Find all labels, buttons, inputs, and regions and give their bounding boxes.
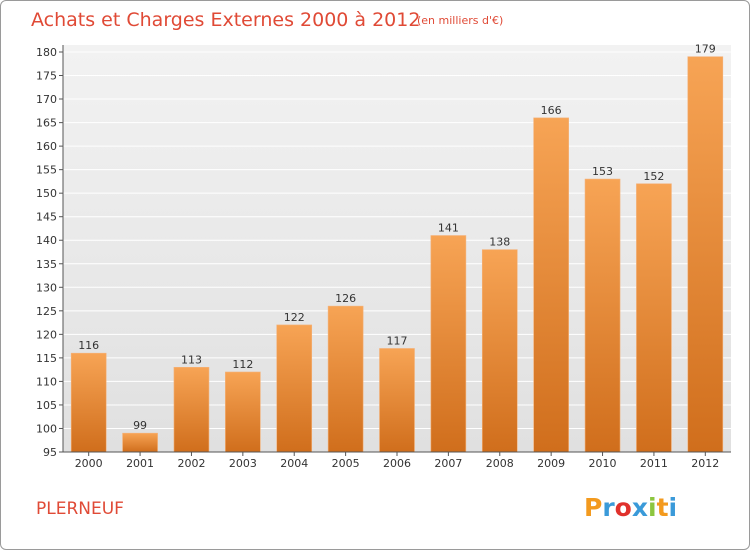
y-tick-label: 95 bbox=[43, 446, 57, 459]
bar-2012 bbox=[687, 56, 724, 453]
logo-letter: r bbox=[602, 493, 615, 522]
y-tick-label: 105 bbox=[36, 399, 57, 412]
x-tick-label: 2007 bbox=[434, 457, 462, 470]
bar-value-label: 117 bbox=[387, 334, 408, 347]
bar-value-label: 116 bbox=[78, 339, 99, 352]
place-name: PLERNEUF bbox=[36, 499, 124, 519]
x-tick-label: 2010 bbox=[589, 457, 617, 470]
bar-value-label: 153 bbox=[592, 165, 613, 178]
bar-2005 bbox=[327, 305, 364, 453]
x-tick-label: 2012 bbox=[691, 457, 719, 470]
bar-2000 bbox=[70, 352, 107, 453]
x-tick-label: 2006 bbox=[383, 457, 411, 470]
x-tick-label: 2008 bbox=[486, 457, 514, 470]
logo-letter: x bbox=[632, 493, 648, 522]
bar-2001 bbox=[122, 432, 158, 453]
bars: 116 99 113 112 122 126 117 141 138 166 153 152 179 bbox=[70, 43, 724, 453]
bar-2007 bbox=[430, 235, 467, 453]
y-tick-label: 145 bbox=[36, 211, 57, 224]
y-tick-label: 155 bbox=[36, 164, 57, 177]
bar-value-label: 112 bbox=[232, 358, 253, 371]
bar-value-label: 122 bbox=[284, 311, 305, 324]
y-tick-label: 120 bbox=[36, 328, 57, 341]
bar-2004 bbox=[276, 324, 313, 453]
x-tick-label: 2004 bbox=[280, 457, 308, 470]
y-axis-ticks: 95 100 105 110 115 120 125 130 135 140 145 150 155 16… bbox=[36, 45, 64, 459]
bar-value-label: 113 bbox=[181, 353, 202, 366]
logo-letter: o bbox=[615, 493, 632, 522]
bar-value-label: 138 bbox=[489, 236, 510, 249]
bar-value-label: 141 bbox=[438, 222, 459, 235]
y-tick-label: 115 bbox=[36, 352, 57, 365]
y-tick-label: 175 bbox=[36, 70, 57, 83]
bar-2008 bbox=[481, 249, 518, 453]
y-tick-label: 140 bbox=[36, 234, 57, 247]
logo-letter: i bbox=[648, 493, 657, 522]
x-tick-label: 2001 bbox=[126, 457, 154, 470]
bar-2002 bbox=[173, 366, 210, 453]
bar-value-label: 166 bbox=[541, 104, 562, 117]
y-tick-label: 110 bbox=[36, 375, 57, 388]
bar-value-label: 126 bbox=[335, 292, 356, 305]
y-tick-label: 125 bbox=[36, 305, 57, 318]
bar-2010 bbox=[584, 178, 621, 453]
bar-value-label: 152 bbox=[643, 170, 664, 183]
x-axis-ticks: 2000 2001 2002 2003 2004 2005 2006 2007 2008 2009… bbox=[75, 452, 719, 470]
bar-2003 bbox=[225, 371, 261, 453]
y-tick-label: 170 bbox=[36, 93, 57, 106]
chart-subtitle: (en milliers d'€) bbox=[417, 14, 503, 27]
y-tick-label: 135 bbox=[36, 258, 57, 271]
y-tick-label: 180 bbox=[36, 46, 57, 59]
chart-title: Achats et Charges Externes 2000 à 2012 bbox=[31, 9, 420, 31]
y-tick-label: 165 bbox=[36, 117, 57, 130]
x-tick-label: 2005 bbox=[332, 457, 360, 470]
bar-2006 bbox=[379, 348, 415, 453]
bar-2009 bbox=[533, 117, 569, 453]
x-tick-label: 2003 bbox=[229, 457, 257, 470]
bar-2011 bbox=[636, 183, 672, 453]
y-tick-label: 160 bbox=[36, 140, 57, 153]
x-tick-label: 2011 bbox=[640, 457, 668, 470]
y-tick-label: 100 bbox=[36, 422, 57, 435]
logo-letter: i bbox=[669, 493, 678, 522]
logo-letter: t bbox=[657, 493, 669, 522]
x-tick-label: 2000 bbox=[75, 457, 103, 470]
y-tick-label: 130 bbox=[36, 281, 57, 294]
logo-letter: P bbox=[584, 493, 602, 522]
proxiti-logo: Proxiti bbox=[584, 493, 677, 522]
x-tick-label: 2002 bbox=[177, 457, 205, 470]
bar-value-label: 179 bbox=[695, 43, 716, 56]
bar-value-label: 99 bbox=[133, 419, 147, 432]
y-tick-label: 150 bbox=[36, 187, 57, 200]
x-tick-label: 2009 bbox=[537, 457, 565, 470]
